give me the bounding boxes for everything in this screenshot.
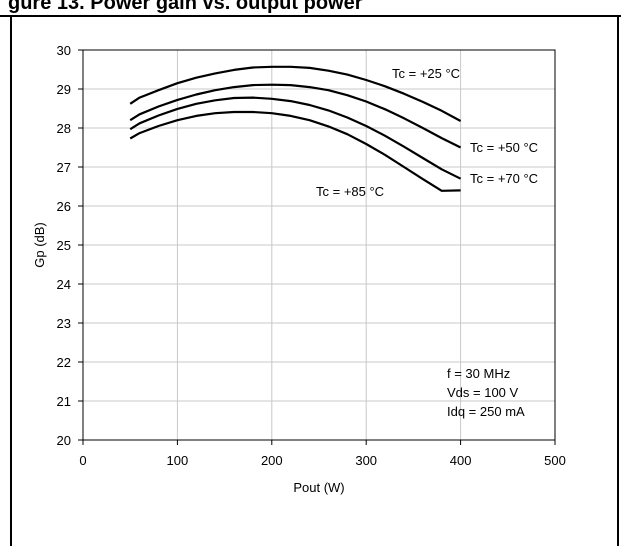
x-axis-label: Pout (W) [293,480,344,495]
series-label: Tc = +50 °C [470,140,538,155]
x-tick-label: 100 [167,453,189,468]
series-label: Tc = +85 °C [316,184,384,199]
series-label: Tc = +70 °C [470,171,538,186]
condition-note: Idq = 250 mA [447,404,525,419]
y-tick-label: 24 [57,277,71,292]
y-tick-label: 20 [57,433,71,448]
y-tick-label: 29 [57,82,71,97]
condition-note: f = 30 MHz [447,366,510,381]
header-divider [0,15,621,17]
figure-title: gure 13. Power gain vs. output power [8,0,363,14]
grid-layer [83,50,555,440]
series-line-3 [129,96,462,180]
x-tick-label: 400 [450,453,472,468]
y-tick-label: 25 [57,238,71,253]
axis-layer [78,49,556,445]
x-tick-label: 500 [544,453,566,468]
y-tick-label: 26 [57,199,71,214]
y-tick-label: 27 [57,160,71,175]
series-line-1 [129,65,462,122]
x-tick-label: 300 [355,453,377,468]
series-layer [129,65,462,192]
left-border [10,15,12,546]
x-tick-label: 200 [261,453,283,468]
y-tick-label: 30 [57,43,71,58]
y-tick-label: 28 [57,121,71,136]
series-line-2 [129,83,462,149]
x-tick-label: 0 [79,453,86,468]
y-tick-label: 22 [57,355,71,370]
right-border [617,15,619,546]
label-layer: 0 100 200 300 400 500 20 21 22 23 24 25 26 27 28 29 30 Po… [32,43,566,495]
y-tick-label: 23 [57,316,71,331]
series-label: Tc = +25 °C [392,66,460,81]
series-line-4 [129,110,461,192]
y-tick-label: 21 [57,394,71,409]
y-axis-label: Gp (dB) [32,222,47,268]
condition-note: Vds = 100 V [447,385,519,400]
